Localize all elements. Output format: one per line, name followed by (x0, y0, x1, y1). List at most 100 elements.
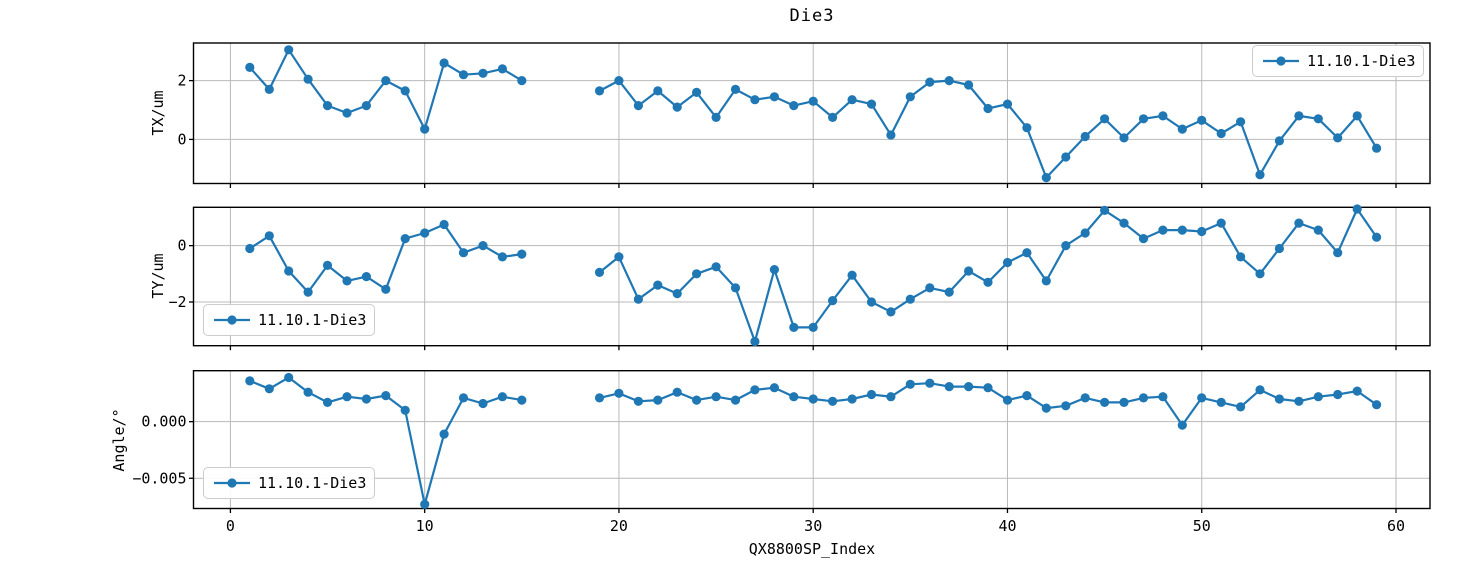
data-point (1197, 393, 1207, 403)
data-point (1274, 136, 1284, 146)
data-point (497, 64, 507, 74)
data-point (983, 103, 993, 114)
data-point (1158, 225, 1168, 235)
y-tick-label: −2 (168, 293, 186, 311)
y-tick-label: −0.005 (132, 469, 186, 487)
y-axis-label-ty: TY/um (149, 253, 167, 299)
data-point (1002, 257, 1013, 268)
data-point (886, 392, 896, 402)
data-point (633, 101, 644, 111)
data-point (672, 387, 682, 397)
x-tick-label: 40 (998, 517, 1016, 535)
x-tick-label: 0 (226, 517, 235, 535)
data-point (1197, 226, 1207, 237)
data-point (264, 231, 274, 241)
data-point (1255, 170, 1265, 180)
data-point (964, 382, 974, 392)
data-point (964, 266, 974, 276)
data-point (458, 70, 469, 80)
data-point (1061, 401, 1071, 411)
data-point (458, 248, 469, 258)
data-point (1236, 402, 1246, 412)
data-point (1022, 391, 1032, 401)
data-point (264, 84, 274, 94)
legend-ty: 11.10.1-Die3 (203, 304, 375, 336)
y-tick-label: 0 (177, 130, 186, 148)
data-point (1119, 218, 1129, 228)
data-point (653, 395, 663, 405)
data-point (361, 394, 371, 404)
data-point (245, 376, 255, 386)
data-point (730, 84, 741, 94)
data-point (381, 76, 391, 86)
data-point (517, 395, 527, 405)
data-point (789, 322, 799, 332)
data-point (944, 287, 954, 297)
data-point (284, 266, 294, 276)
data-point (905, 379, 915, 389)
data-point (1138, 114, 1149, 124)
data-point (1041, 403, 1051, 413)
plot-frame (192, 370, 1431, 510)
data-point (517, 76, 527, 86)
data-point (983, 277, 993, 287)
data-point (1061, 152, 1071, 162)
data-point (1274, 243, 1284, 254)
data-point (750, 95, 760, 105)
data-point (828, 296, 838, 306)
data-point (866, 297, 877, 307)
data-point (322, 101, 333, 111)
data-point (1216, 397, 1226, 407)
data-point (886, 307, 896, 317)
data-point (517, 249, 527, 259)
x-tick-label: 60 (1387, 517, 1405, 535)
data-point (1352, 204, 1362, 214)
legend-line-marker-icon (214, 315, 250, 325)
y-tick-label: 2 (177, 72, 186, 90)
data-point (400, 86, 410, 96)
data-point (1119, 397, 1129, 407)
data-point (944, 76, 954, 86)
data-point (847, 394, 857, 404)
legend-label-ty: 11.10.1-Die3 (258, 311, 367, 329)
data-point (692, 395, 702, 405)
data-point (808, 394, 818, 404)
data-point (711, 392, 721, 402)
data-point (1177, 124, 1187, 134)
data-point (303, 387, 313, 397)
data-point (1313, 392, 1323, 402)
chart-title: Die3 (789, 6, 835, 26)
legend-label-angle: 11.10.1-Die3 (258, 474, 367, 492)
y-axis-label-tx: TX/um (149, 90, 167, 136)
data-point (633, 294, 644, 304)
data-point (1352, 386, 1362, 396)
series-line (248, 223, 523, 294)
data-point (1236, 252, 1246, 262)
data-point (478, 241, 488, 251)
data-point (1216, 128, 1226, 139)
data-point (653, 86, 663, 96)
data-point (439, 58, 449, 68)
data-point (1294, 218, 1304, 228)
data-point (303, 74, 313, 84)
data-point (653, 280, 663, 290)
data-point (1352, 111, 1362, 121)
data-point (808, 96, 818, 106)
data-point (439, 219, 449, 230)
data-point (1294, 111, 1304, 121)
data-point (594, 267, 605, 277)
data-point (1100, 397, 1110, 407)
data-point (692, 269, 702, 279)
y-tick-label: 0.000 (141, 413, 186, 431)
data-point (1022, 123, 1032, 133)
data-point (381, 391, 391, 401)
data-point (614, 252, 624, 262)
data-point (925, 77, 935, 87)
data-point (1177, 420, 1187, 430)
data-point (1333, 248, 1343, 258)
data-point (633, 396, 644, 406)
data-point (1041, 276, 1051, 286)
data-point (964, 80, 974, 90)
data-point (497, 252, 507, 262)
